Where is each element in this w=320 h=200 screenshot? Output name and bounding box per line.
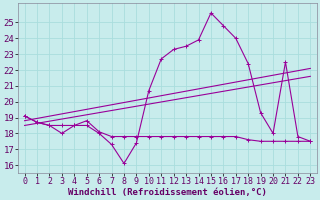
X-axis label: Windchill (Refroidissement éolien,°C): Windchill (Refroidissement éolien,°C) xyxy=(68,188,267,197)
